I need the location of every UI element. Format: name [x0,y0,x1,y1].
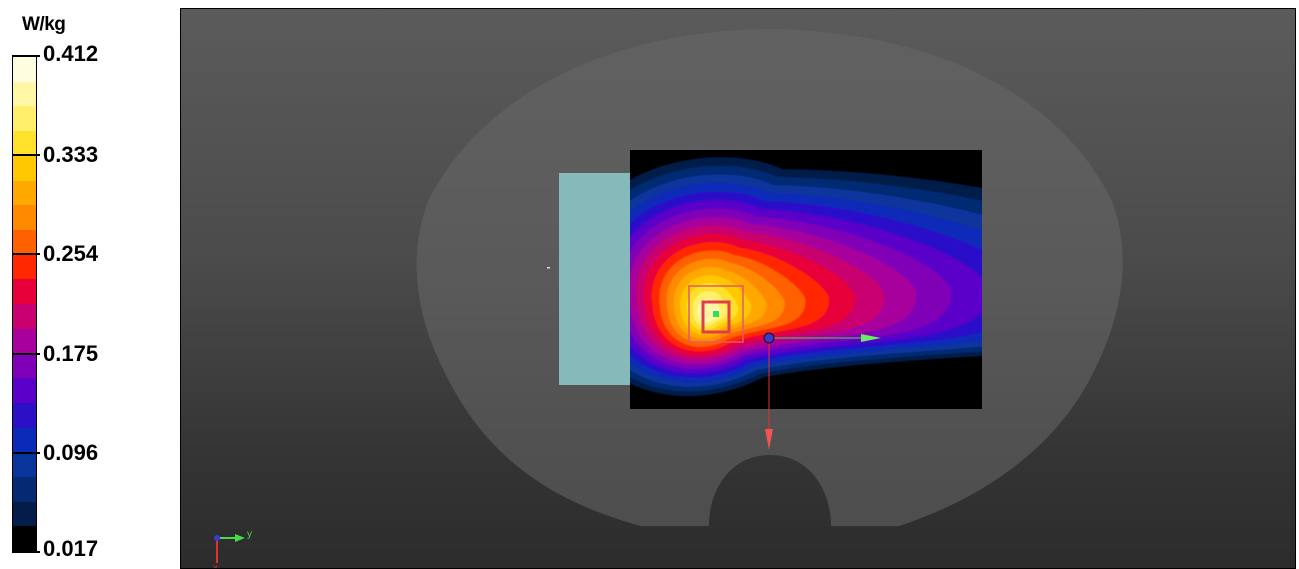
x-axis-arrowhead [765,429,773,450]
device-body [559,173,631,385]
colorbar-tick [12,451,40,454]
zoom-scan-inner [701,300,731,334]
colorbar-band [13,155,36,181]
orientation-triad: y x [213,529,252,569]
colorbar-band [13,452,36,477]
colorbar-tick [12,55,40,57]
origin-point [763,332,775,344]
colorbar-tick [12,253,40,256]
colorbar-tick [12,352,40,355]
zoom-scan-outer [688,285,744,343]
colorbar-band [13,526,36,552]
device-marker [547,267,550,269]
triad-y-label: y [247,529,252,540]
colorbar-unit-label: W/kg [22,14,66,35]
colorbar-band [13,353,36,379]
colorbar-tick-label: 0.096 [43,439,99,465]
colorbar-band [13,279,36,305]
colorbar-tick-label: 0.017 [43,536,99,561]
colorbar-band [13,402,36,428]
colorbar-band [13,180,36,206]
colorbar-tick-label: 0.333 [43,142,99,168]
colorbar-tick-label: 0.412 [43,41,99,66]
3d-viewport[interactable]: y x [180,8,1296,569]
scene-svg: y x [213,29,1123,569]
colorbar-band [13,81,36,107]
colorbar-band [13,131,36,156]
colorbar-band [13,205,36,230]
colorbar-band [13,328,36,354]
colorbar-band [13,501,36,527]
peak-marker [713,311,719,317]
colorbar-legend: W/kg 0.412 0.333 0.254 0.175 0.096 0.017 [0,0,180,569]
origin-axes [763,332,881,450]
colorbar-band [13,229,36,255]
colorbar-band [13,106,36,132]
colorbar-band [13,427,36,453]
triad-x-label: x [213,563,218,569]
y-axis-arrowhead [861,334,881,342]
colorbar [12,56,37,552]
colorbar-band [13,304,36,329]
colorbar-tick [12,551,40,553]
sar-scan-area [630,150,982,409]
sar-contours [630,157,982,396]
colorbar-tick [12,154,40,157]
colorbar-band [13,57,36,82]
colorbar-band [13,378,36,403]
colorbar-tick-label: 0.254 [43,241,99,267]
colorbar-band [13,476,36,502]
colorbar-tick-label: 0.175 [43,340,99,366]
colorbar-band [13,254,36,280]
